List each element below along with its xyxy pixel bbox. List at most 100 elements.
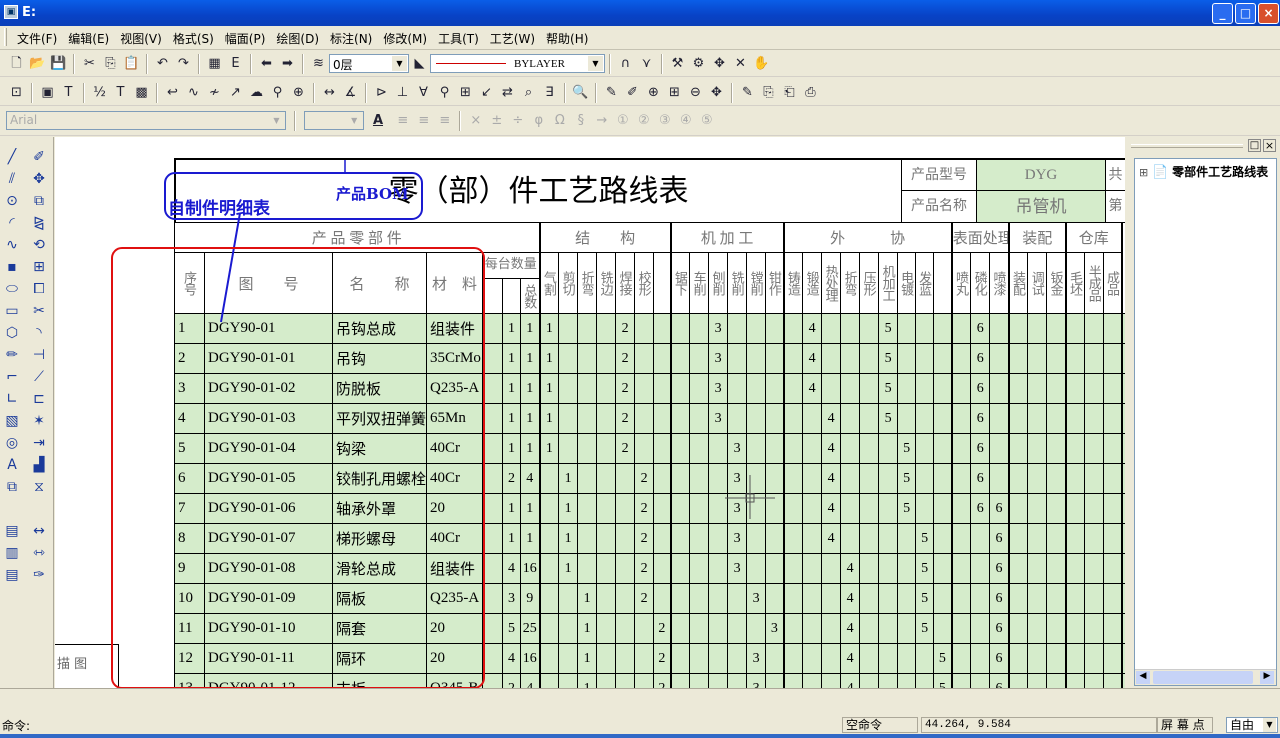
layer-select[interactable]: 0层 ▼ [329,54,409,73]
pencil-icon[interactable]: ✎ [606,85,617,100]
diameter-icon[interactable]: φ [534,113,544,128]
chamfer-icon[interactable]: ∟ [6,391,18,407]
array-icon[interactable]: ⊞ [33,259,45,275]
dim2-icon[interactable]: ⇿ [33,545,45,561]
polygon-icon[interactable]: ⬡ [5,325,19,341]
panel-restore-button[interactable]: □ [1248,139,1261,152]
view-icon[interactable]: ⇄ [502,85,513,100]
lengthen-icon[interactable]: ⊏ [33,391,45,407]
stretch-icon[interactable]: ⟋ [34,369,44,385]
circle-2-icon[interactable]: ② [637,113,650,128]
menu-item[interactable]: 文件(F) [17,32,58,46]
move-icon[interactable]: ✥ [33,171,45,187]
divide-icon[interactable]: ÷ [512,113,524,128]
tool4-icon[interactable]: ✕ [735,56,746,71]
paste-icon[interactable]: 📋 [123,56,140,71]
back-arrow-icon[interactable]: ⬅ [261,56,272,71]
zoom-out-icon[interactable]: ⊖ [690,85,701,100]
prop3-icon[interactable]: ⎙ [805,85,816,100]
circle-5-icon[interactable]: ⑤ [700,113,713,128]
block-icon[interactable]: ▟ [33,457,45,473]
dim-icon[interactable]: ↔ [33,523,45,539]
text-icon[interactable]: A [7,457,17,473]
font-select[interactable]: Arial ▼ [6,111,286,130]
ellipse-icon[interactable]: ⬭ [6,281,18,297]
panel-grip[interactable] [1131,144,1243,148]
eraser-icon[interactable]: ✐ [33,149,45,165]
roughness-icon[interactable]: ∀ [419,85,428,100]
pan-icon[interactable]: ✥ [711,85,722,100]
center-mark-icon[interactable]: ⊕ [293,85,304,100]
panel-close-button[interactable]: × [1263,139,1276,152]
explode-icon[interactable]: ✶ [33,413,45,429]
menu-item[interactable]: 标注(N) [330,32,373,46]
undo-icon[interactable]: ↶ [157,56,168,71]
menu-item[interactable]: 帮助(H) [546,32,589,46]
menu-item[interactable]: 绘图(D) [276,32,320,46]
scroll-left-icon[interactable]: ◀ [1136,671,1150,684]
measure-icon[interactable]: ⧖ [34,479,44,495]
edit-icon[interactable]: ✎ [742,85,753,100]
angle-dim-icon[interactable]: ∡ [344,85,357,100]
cut-icon[interactable]: ✂ [84,56,95,71]
plus-minus-icon[interactable]: ± [491,113,503,128]
mirror-icon[interactable]: ⧎ [33,215,45,231]
trim-icon[interactable]: ✂ [33,303,45,319]
break-line-icon[interactable]: ≁ [209,85,220,100]
tool2-icon[interactable]: ⚙ [692,56,705,71]
circle-1-icon[interactable]: ① [616,113,629,128]
insert-icon[interactable]: ⧉ [7,479,17,495]
menu-item[interactable]: 工具(T) [438,32,479,46]
weld-symbol-icon[interactable]: ⚲ [439,85,450,100]
layers-icon[interactable]: ≋ [313,56,324,71]
forward-arrow-icon[interactable]: ➡ [282,56,293,71]
line-icon[interactable]: ╱ [7,149,17,165]
label-icon[interactable]: ∃ [545,85,554,100]
snap-mode-select[interactable]: 自由 ▼ [1226,717,1278,733]
arc-icon[interactable]: ◜ [9,215,15,231]
frame-icon[interactable]: ▣ [41,85,54,100]
sequence-icon[interactable]: ½ [93,85,106,100]
align-right-icon[interactable]: ≡ [439,113,451,128]
leader-icon[interactable]: ↙ [481,85,492,100]
tool1-icon[interactable]: ⚒ [671,56,684,71]
circle-3-icon[interactable]: ③ [658,113,671,128]
redo-icon[interactable]: ↷ [178,56,189,71]
arrow-right-icon[interactable]: → [596,113,608,128]
copy-icon[interactable]: ⧉ [34,193,44,209]
weld-icon[interactable]: ⚲ [272,85,283,100]
vertex-icon[interactable]: ⋎ [641,56,652,71]
tool5-icon[interactable]: ✋ [753,56,770,71]
point-icon[interactable]: ▪ [7,259,17,275]
circle-4-icon[interactable]: ④ [679,113,692,128]
expand-icon[interactable]: ⊞ [1139,166,1149,179]
rotate-icon[interactable]: ⟲ [33,237,45,253]
balloon-icon[interactable]: ▤ [5,567,19,583]
align-left-icon[interactable]: ≡ [397,113,409,128]
rectangle-icon[interactable]: ▭ [5,303,19,319]
hook-icon[interactable]: ↩ [167,85,178,100]
region-icon[interactable]: ◎ [5,435,19,451]
section-icon[interactable]: ⊥ [396,85,409,100]
menu-item[interactable]: 幅面(P) [224,32,266,46]
arrow-icon[interactable]: ↗ [230,85,241,100]
font-color-icon[interactable]: A [372,113,384,128]
menu-item[interactable]: 格式(S) [172,32,214,46]
text-style-icon[interactable]: E [231,56,240,71]
title-block-icon[interactable]: T [64,85,73,100]
horizontal-scrollbar[interactable]: ◀ ▶ [1135,669,1276,685]
new-file-icon[interactable]: 🗋 [11,56,22,71]
table-icon[interactable]: ▤ [5,523,19,539]
align-icon[interactable]: ⇥ [33,435,45,451]
scroll-right-icon[interactable]: ▶ [1260,671,1274,684]
menu-item[interactable]: 视图(V) [120,32,162,46]
paint-icon[interactable]: ✑ [33,567,45,583]
